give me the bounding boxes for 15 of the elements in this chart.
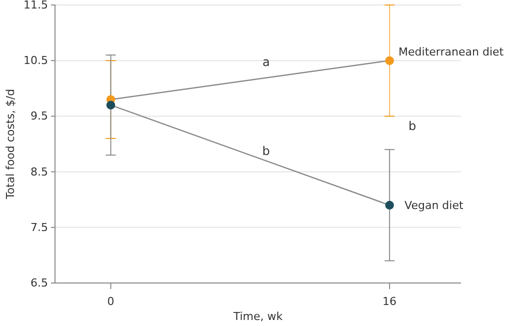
y-tick-label: 11.5 <box>24 0 48 12</box>
y-tick-label: 8.5 <box>30 165 48 178</box>
series-label: Vegan diet <box>404 199 464 212</box>
y-axis-title: Total food costs, $/d <box>4 88 17 200</box>
x-tick-label: 0 <box>107 295 114 308</box>
annotation: b <box>408 119 416 134</box>
y-tick-label: 7.5 <box>30 220 48 234</box>
y-tick-label: 6.5 <box>30 276 48 290</box>
y-tick-label: 9.5 <box>30 110 48 123</box>
series-label: Mediterranean diet <box>398 46 504 59</box>
y-tick-label: 10.5 <box>24 54 48 68</box>
x-tick-label: 16 <box>382 295 397 308</box>
x-axis-title: Time, wk <box>232 310 284 323</box>
annotation: b <box>262 144 270 158</box>
annotation: a <box>262 55 270 70</box>
